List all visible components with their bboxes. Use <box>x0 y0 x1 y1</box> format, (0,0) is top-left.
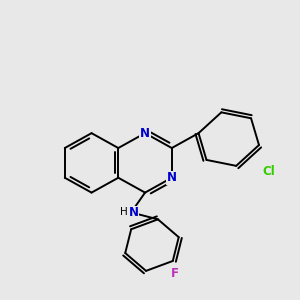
Text: Cl: Cl <box>262 165 275 178</box>
Text: H: H <box>120 207 128 218</box>
Text: N: N <box>167 171 177 184</box>
Text: N: N <box>129 206 139 219</box>
Text: F: F <box>171 267 179 280</box>
Text: N: N <box>140 127 150 140</box>
